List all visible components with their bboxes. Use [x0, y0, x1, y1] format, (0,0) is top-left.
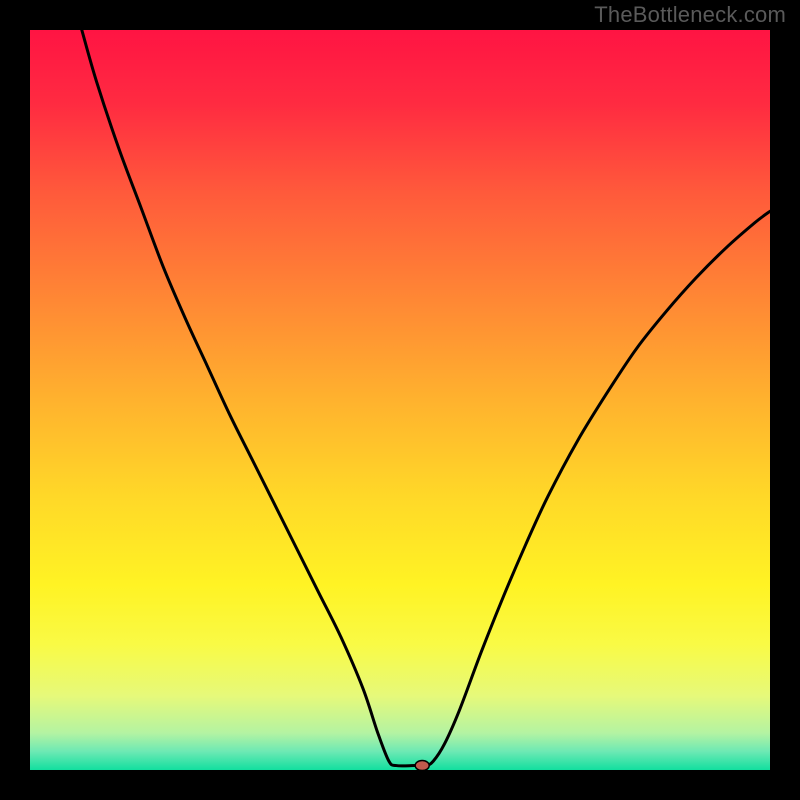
minimum-marker: [415, 761, 429, 770]
gradient-background: [30, 30, 770, 770]
plot-area: [30, 30, 770, 770]
watermark-text: TheBottleneck.com: [594, 2, 786, 28]
chart-container: TheBottleneck.com: [0, 0, 800, 800]
